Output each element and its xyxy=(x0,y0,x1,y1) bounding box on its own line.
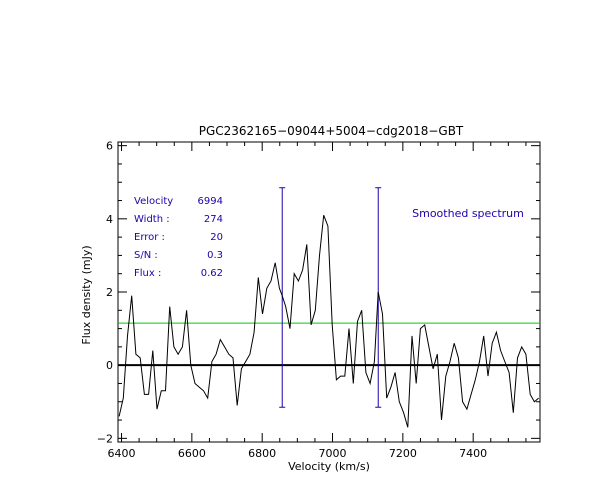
smoothed-spectrum-label: Smoothed spectrum xyxy=(412,207,524,220)
y-axis-label: Flux density (mJy) xyxy=(80,245,93,344)
stat-value: 6994 xyxy=(198,196,223,207)
stat-label: Flux : xyxy=(134,268,161,279)
velocity-markers xyxy=(279,187,382,408)
x-axis-label: Velocity (km/s) xyxy=(288,460,370,473)
spectrum-line xyxy=(118,215,539,428)
stats-panel: Velocity 6994 Width : 274 Error : 20 S/N : 0.3 F… xyxy=(134,196,223,279)
x-tick-label: 6800 xyxy=(248,447,276,460)
stat-label: Velocity xyxy=(134,196,173,207)
stat-value: 0.62 xyxy=(201,268,223,279)
stat-label: Error : xyxy=(134,232,165,243)
stat-label: S/N : xyxy=(134,250,158,261)
x-tick-labels: 6400 6600 6800 7000 7200 7400 xyxy=(108,447,488,460)
axis-ticks xyxy=(118,142,540,442)
y-tick-label: −2 xyxy=(97,432,113,445)
y-tick-labels: −2 0 2 4 6 xyxy=(97,140,113,446)
stat-value: 274 xyxy=(204,214,223,225)
y-tick-label: 4 xyxy=(106,213,113,226)
y-tick-label: 0 xyxy=(106,359,113,372)
stat-value: 0.3 xyxy=(207,250,223,261)
y-tick-label: 2 xyxy=(106,286,113,299)
plot-frame xyxy=(117,141,541,443)
x-tick-label: 6400 xyxy=(108,447,136,460)
chart-title: PGC2362165−09044+5004−cdg2018−GBT xyxy=(199,124,464,138)
x-tick-label: 7400 xyxy=(459,447,487,460)
y-tick-label: 6 xyxy=(106,140,113,153)
stat-label: Width : xyxy=(134,214,170,225)
x-tick-label: 7000 xyxy=(319,447,347,460)
x-tick-label: 6600 xyxy=(178,447,206,460)
x-tick-label: 7200 xyxy=(389,447,417,460)
stat-value: 20 xyxy=(210,232,223,243)
